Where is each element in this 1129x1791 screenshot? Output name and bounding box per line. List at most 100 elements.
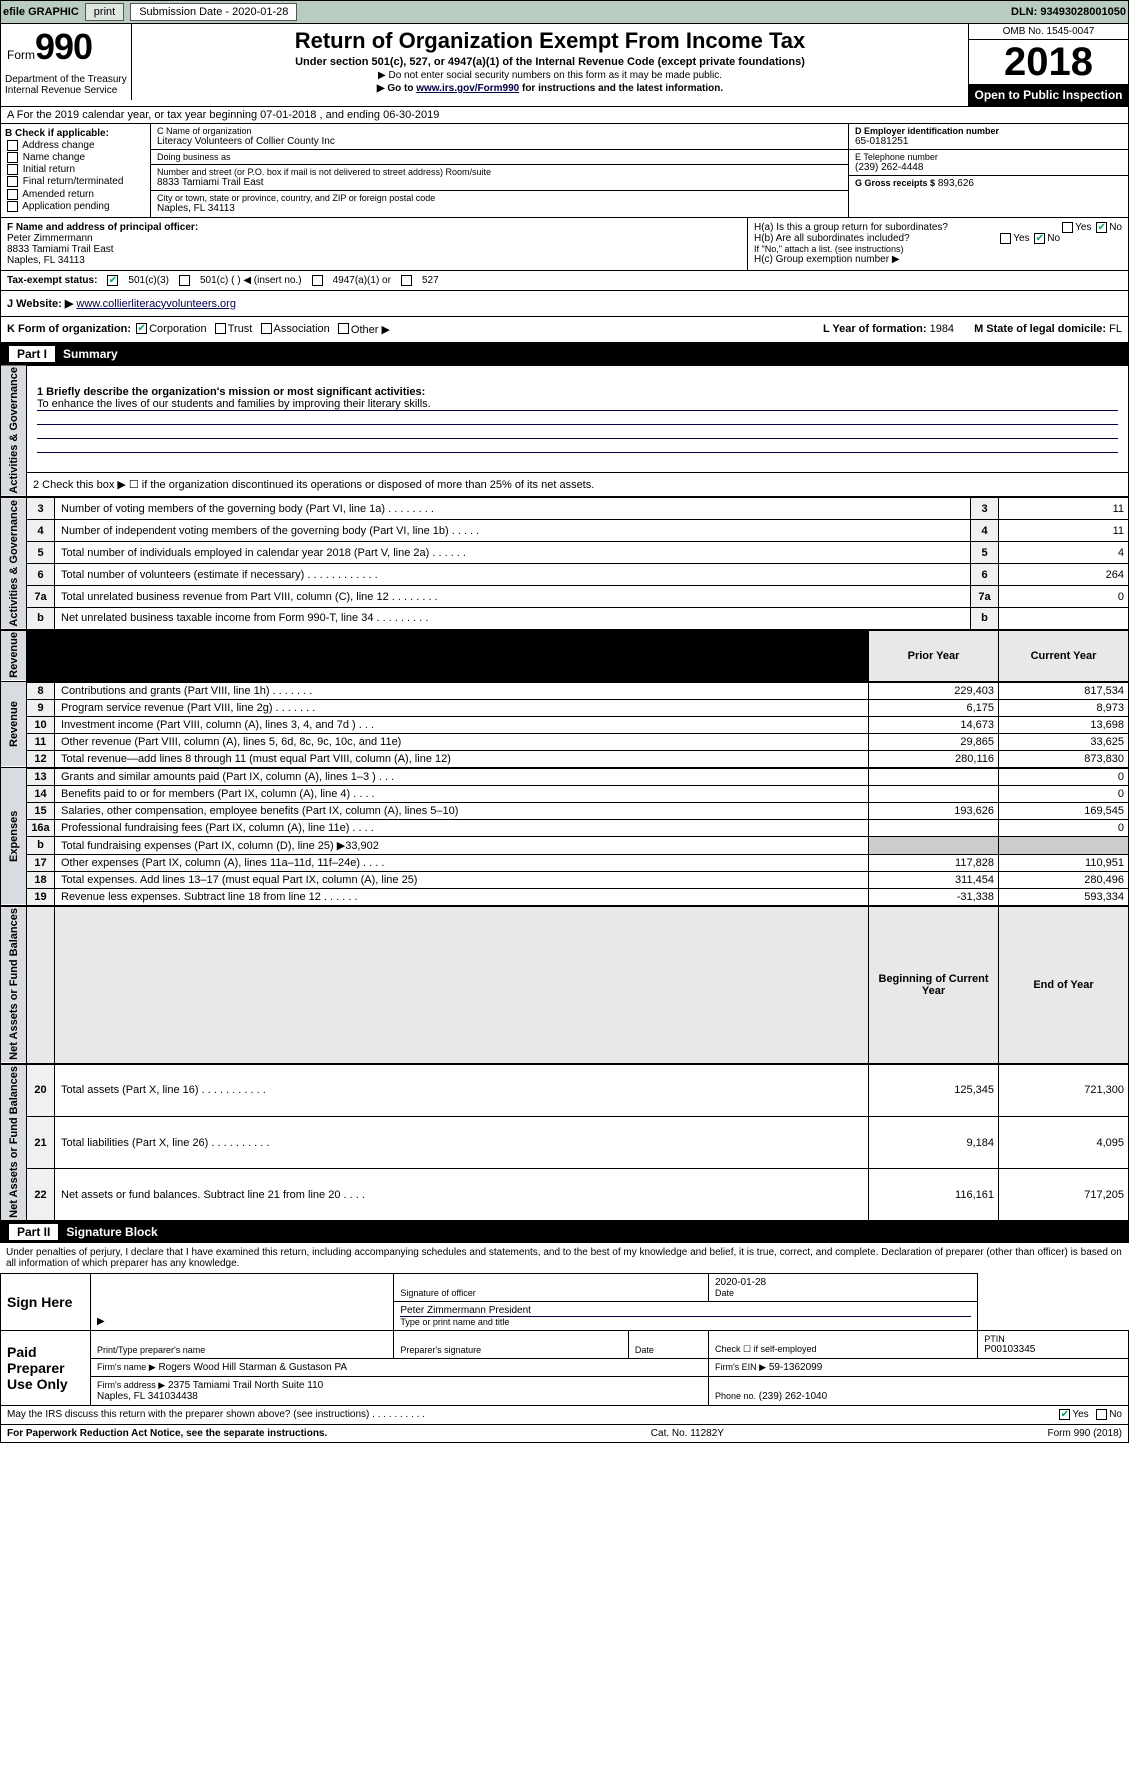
row-desc: Total unrelated business revenue from Pa… bbox=[55, 586, 971, 608]
col-b-title: B Check if applicable: bbox=[5, 128, 146, 139]
prior-val bbox=[869, 819, 999, 836]
street-addr: 8833 Tamiami Trail East bbox=[157, 177, 842, 188]
ptin-lbl: PTIN bbox=[984, 1334, 1122, 1344]
hdr-end: End of Year bbox=[999, 906, 1129, 1063]
hdr-prior: Prior Year bbox=[869, 630, 999, 681]
row-num: 3 bbox=[27, 498, 55, 520]
discuss-q: May the IRS discuss this return with the… bbox=[7, 1409, 425, 1420]
gross-value: 893,626 bbox=[938, 178, 974, 189]
row-desc: Total liabilities (Part X, line 26) . . … bbox=[55, 1116, 869, 1168]
hb-yes[interactable] bbox=[1000, 233, 1011, 244]
row-desc: Grants and similar amounts paid (Part IX… bbox=[55, 768, 869, 785]
prior-val bbox=[869, 836, 999, 854]
submission-date: Submission Date - 2020-01-28 bbox=[130, 3, 297, 21]
row-num: 22 bbox=[27, 1169, 55, 1221]
row-val: 4 bbox=[999, 542, 1129, 564]
ha-label: H(a) Is this a group return for subordin… bbox=[754, 222, 948, 233]
discuss-yes[interactable] bbox=[1059, 1409, 1070, 1420]
cat-no: Cat. No. 11282Y bbox=[651, 1428, 724, 1439]
q2: 2 Check this box ▶ ☐ if the organization… bbox=[27, 473, 1129, 497]
row-key: 3 bbox=[971, 498, 999, 520]
dba-label: Doing business as bbox=[157, 152, 842, 162]
row-desc: Salaries, other compensation, employee b… bbox=[55, 802, 869, 819]
curr-val: 8,973 bbox=[999, 699, 1129, 716]
prior-val: -31,338 bbox=[869, 888, 999, 905]
chk-initial[interactable]: Initial return bbox=[5, 164, 146, 175]
state-label: M State of legal domicile: bbox=[974, 323, 1106, 335]
ha-yes[interactable] bbox=[1062, 222, 1073, 233]
tel-label: E Telephone number bbox=[855, 152, 1122, 162]
part2-no: Part II bbox=[9, 1224, 58, 1240]
prior-val: 116,161 bbox=[869, 1169, 999, 1221]
row-num: 20 bbox=[27, 1064, 55, 1116]
dln-label: DLN: 93493028001050 bbox=[1011, 6, 1126, 18]
prior-val bbox=[869, 785, 999, 802]
side-revenue: Revenue bbox=[1, 630, 27, 681]
state-val: FL bbox=[1109, 323, 1122, 335]
firm-addr: 2375 Tamiami Trail North Suite 110 bbox=[168, 1380, 323, 1391]
side-governance: Activities & Governance bbox=[1, 365, 27, 497]
chk-trust[interactable] bbox=[215, 323, 226, 334]
ha-no[interactable] bbox=[1096, 222, 1107, 233]
row-desc: Net assets or fund balances. Subtract li… bbox=[55, 1169, 869, 1221]
prior-val: 6,175 bbox=[869, 699, 999, 716]
curr-val: 280,496 bbox=[999, 871, 1129, 888]
hb-no[interactable] bbox=[1034, 233, 1045, 244]
part1-no: Part I bbox=[9, 346, 55, 362]
row-num: b bbox=[27, 836, 55, 854]
row-key: 4 bbox=[971, 520, 999, 542]
prior-val bbox=[869, 768, 999, 785]
row-key: 5 bbox=[971, 542, 999, 564]
row-val bbox=[999, 608, 1129, 630]
perjury-decl: Under penalties of perjury, I declare th… bbox=[0, 1243, 1129, 1273]
row-desc: Number of independent voting members of … bbox=[55, 520, 971, 542]
year-form: 1984 bbox=[930, 323, 954, 335]
firm-ein-lbl: Firm's EIN ▶ bbox=[715, 1362, 766, 1372]
chk-pending[interactable]: Application pending bbox=[5, 201, 146, 212]
firm-name: Rogers Wood Hill Starman & Gustason PA bbox=[158, 1362, 347, 1373]
row-desc: Number of voting members of the governin… bbox=[55, 498, 971, 520]
year-form-label: L Year of formation: bbox=[823, 323, 927, 335]
chk-final[interactable]: Final return/terminated bbox=[5, 176, 146, 187]
form-subtitle: Under section 501(c), 527, or 4947(a)(1)… bbox=[140, 56, 960, 68]
chk-corp[interactable] bbox=[136, 323, 147, 334]
row-num: 17 bbox=[27, 854, 55, 871]
prior-val: 193,626 bbox=[869, 802, 999, 819]
phone-val: (239) 262-1040 bbox=[759, 1391, 827, 1402]
hb-note: If "No," attach a list. (see instruction… bbox=[754, 244, 1122, 254]
curr-val: 721,300 bbox=[999, 1064, 1129, 1116]
officer-addr1: 8833 Tamiami Trail East bbox=[7, 244, 741, 255]
org-name: Literacy Volunteers of Collier County In… bbox=[157, 136, 842, 147]
chk-501c[interactable] bbox=[179, 275, 190, 286]
chk-address[interactable]: Address change bbox=[5, 140, 146, 151]
form-footer: Form 990 (2018) bbox=[1048, 1428, 1122, 1439]
discuss-no[interactable] bbox=[1096, 1409, 1107, 1420]
chk-assoc[interactable] bbox=[261, 323, 272, 334]
row-num: 10 bbox=[27, 716, 55, 733]
row-desc: Other revenue (Part VIII, column (A), li… bbox=[55, 733, 869, 750]
chk-527[interactable] bbox=[401, 275, 412, 286]
print-button[interactable]: print bbox=[85, 3, 124, 21]
dept-treasury: Department of the Treasury Internal Reve… bbox=[1, 70, 131, 100]
website-link[interactable]: www.collierliteracyvolunteers.org bbox=[76, 298, 236, 310]
side-label: Revenue bbox=[1, 682, 27, 767]
firm-ein: 59-1362099 bbox=[769, 1362, 822, 1373]
row-desc: Net unrelated business taxable income fr… bbox=[55, 608, 971, 630]
q1-answer: To enhance the lives of our students and… bbox=[37, 398, 1118, 411]
prior-val: 29,865 bbox=[869, 733, 999, 750]
prior-val: 125,345 bbox=[869, 1064, 999, 1116]
chk-amended[interactable]: Amended return bbox=[5, 189, 146, 200]
prep-date-lbl: Date bbox=[635, 1345, 702, 1355]
officer-addr2: Naples, FL 34113 bbox=[7, 255, 741, 266]
prior-val: 117,828 bbox=[869, 854, 999, 871]
chk-4947[interactable] bbox=[312, 275, 323, 286]
curr-val: 110,951 bbox=[999, 854, 1129, 871]
chk-501c3[interactable] bbox=[107, 275, 118, 286]
curr-val: 817,534 bbox=[999, 682, 1129, 699]
irs-link[interactable]: www.irs.gov/Form990 bbox=[416, 83, 519, 94]
prior-val: 280,116 bbox=[869, 750, 999, 767]
chk-name[interactable]: Name change bbox=[5, 152, 146, 163]
sig-date: 2020-01-28 bbox=[715, 1277, 971, 1288]
chk-other[interactable] bbox=[338, 323, 349, 334]
curr-val: 0 bbox=[999, 785, 1129, 802]
